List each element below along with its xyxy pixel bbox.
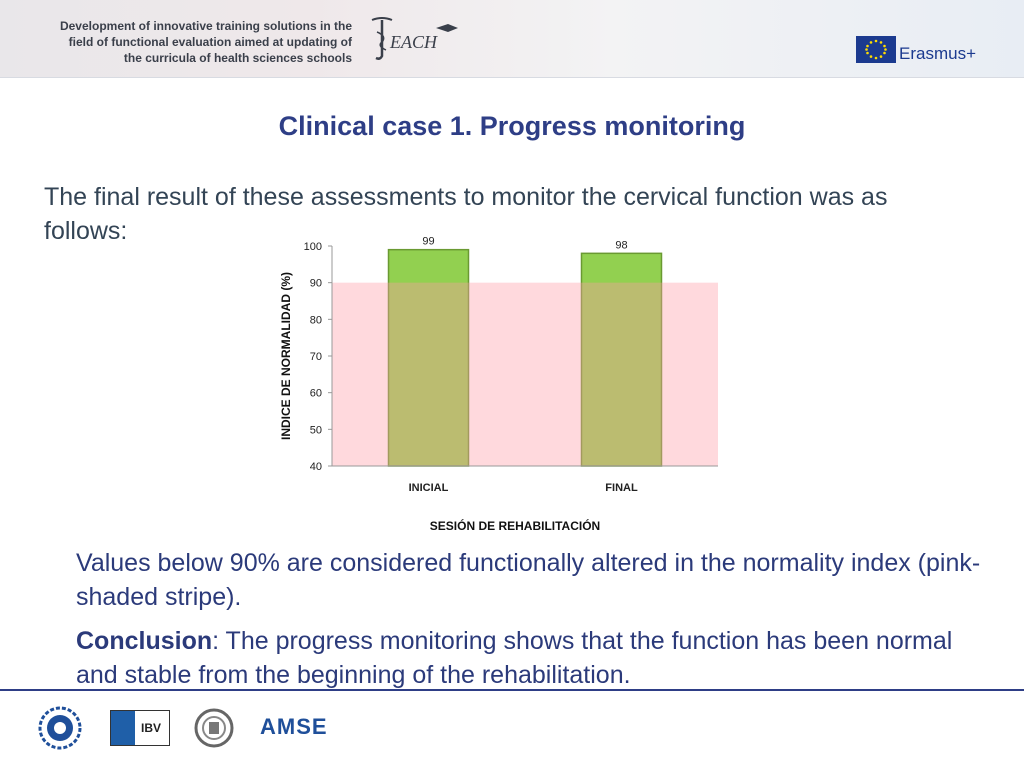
bar-final [580, 252, 663, 467]
conclusion-paragraph: Conclusion: The progress monitoring show… [76, 624, 996, 692]
intro-text: The final result of these assessments to… [44, 183, 888, 245]
header-banner: Development of innovative training solut… [0, 0, 1024, 78]
y-tick-70: 70 [310, 351, 322, 363]
conclusion-label: Conclusion [76, 627, 213, 655]
data-label-inicial: 99 [422, 236, 434, 248]
project-line-1: Development of innovative training solut… [59, 19, 352, 33]
amse-logo: AMSE [260, 714, 328, 739]
data-label-final: 98 [615, 239, 627, 251]
project-description: Development of innovative training solut… [12, 18, 352, 66]
page-title: Clinical case 1. Progress monitoring [278, 111, 746, 141]
y-tick-80: 80 [310, 314, 322, 326]
erasmus-label: Erasmus+ [899, 44, 976, 63]
teach-logo: EACH [371, 17, 458, 60]
y-tick-40: 40 [310, 461, 322, 473]
project-line-2: field of functional evaluation aimed at … [68, 35, 352, 49]
y-tick-100: 100 [304, 241, 322, 253]
threshold-note: Values below 90% are considered function… [76, 549, 981, 611]
x-axis-title: SESIÓN DE REHABILITACIÓN [430, 518, 600, 533]
college-seal-icon [194, 708, 234, 748]
y-tick-50: 50 [310, 424, 322, 436]
altered-band [332, 282, 718, 466]
x-tick-inicial: INICIAL [409, 482, 449, 494]
teach-logo-text: EACH [389, 32, 438, 52]
y-tick-90: 90 [310, 278, 322, 290]
university-seal-icon [38, 706, 82, 750]
eu-flag-icon [856, 36, 896, 63]
ibv-symbol-icon [111, 711, 135, 745]
x-tick-final: FINAL [605, 482, 638, 494]
normality-index-chart: 99 INICIAL 98 FINAL 40 50 60 70 80 90 100 INDICE DE… [279, 236, 718, 533]
conclusion-text: : The progress monitoring shows that the… [76, 627, 953, 689]
project-line-3: the curricula of health sciences schools [123, 51, 352, 65]
y-tick-60: 60 [310, 388, 322, 400]
ibv-logo: IBV [110, 710, 170, 746]
footer-divider [0, 689, 1024, 691]
ibv-label: IBV [141, 721, 162, 735]
y-axis-title: INDICE DE NORMALIDAD (%) [279, 272, 293, 440]
